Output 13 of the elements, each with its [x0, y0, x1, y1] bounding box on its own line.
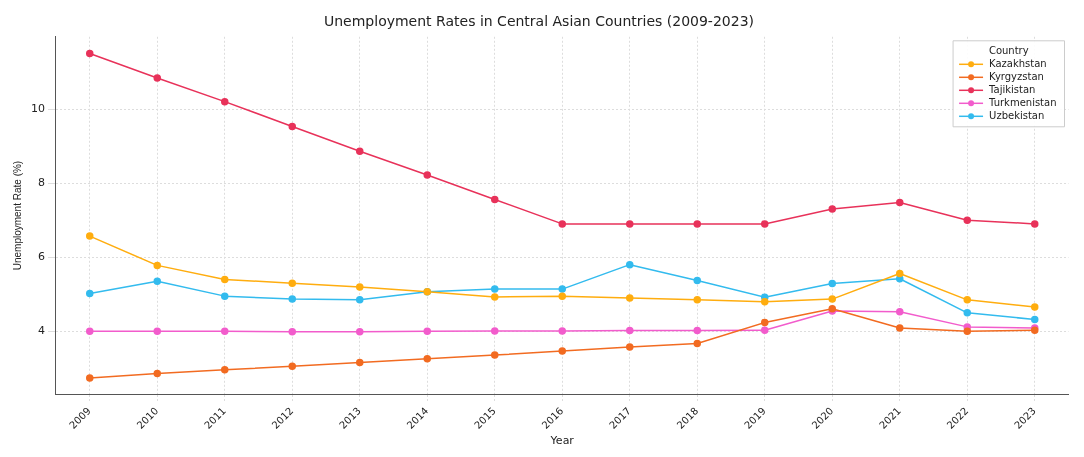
legend-label: Turkmenistan [988, 96, 1057, 108]
legend-label: Kyrgyzstan [989, 70, 1044, 82]
legend-label: Tajikistan [988, 83, 1036, 95]
x-axis-title: Year [549, 434, 575, 448]
legend-label: Uzbekistan [989, 109, 1045, 121]
chart-title: Unemployment Rates in Central Asian Countries (2009-2023) [323, 13, 755, 30]
legend-label: Kazakhstan [989, 57, 1047, 69]
legend-title: Country [988, 44, 1029, 56]
y-tick-label: 6 [38, 250, 45, 264]
y-tick-label: 4 [38, 324, 45, 338]
y-axis-title: Unemployment Rate (%) [11, 160, 23, 271]
y-tick-label: 8 [38, 176, 45, 189]
y-tick-label: 10 [31, 101, 45, 115]
